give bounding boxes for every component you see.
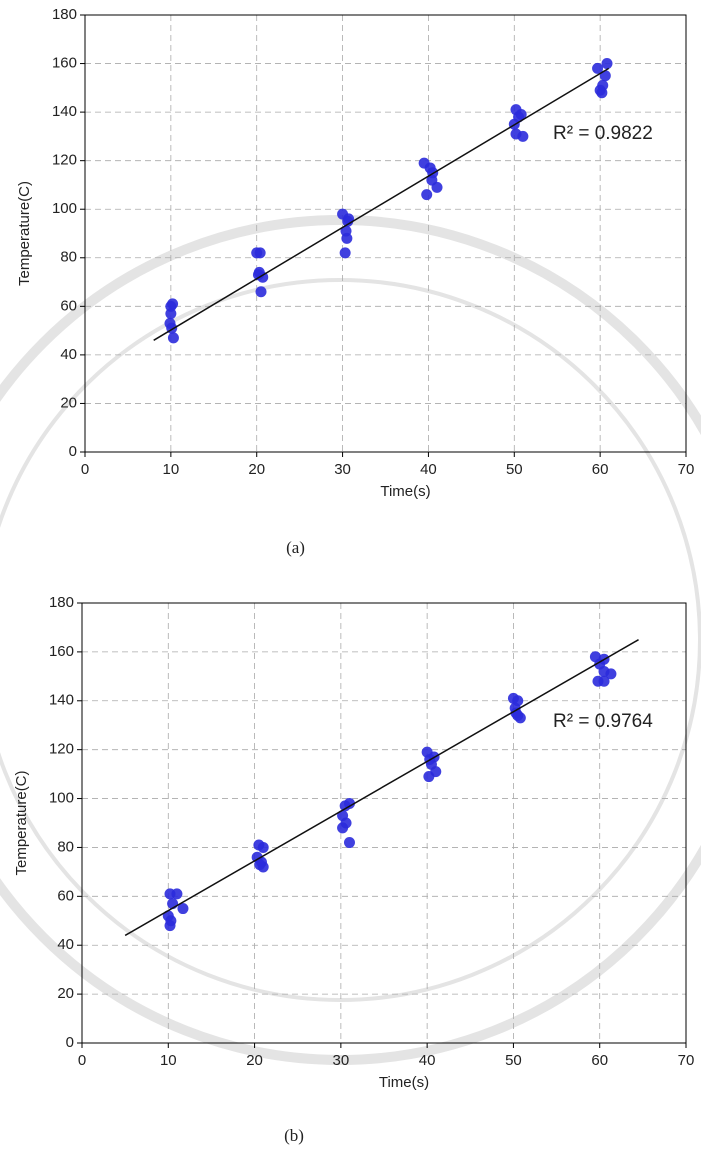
y-tick-label: 20 (60, 394, 77, 411)
y-axis-label: Temperature(C) (16, 181, 33, 286)
y-tick-label: 0 (66, 1034, 74, 1051)
data-point (337, 822, 348, 833)
x-tick-label: 20 (246, 1052, 263, 1069)
y-tick-label: 180 (52, 6, 77, 23)
x-tick-label: 20 (248, 461, 265, 478)
x-tick-label: 0 (81, 461, 89, 478)
figure: 020406080100120140160180010203040506070T… (0, 0, 701, 1158)
data-point (599, 676, 610, 687)
y-tick-label: 160 (52, 55, 77, 72)
data-point (165, 920, 176, 931)
x-axis-label: Time(s) (380, 483, 430, 500)
x-axis-label: Time(s) (379, 1074, 429, 1091)
x-tick-label: 50 (506, 461, 523, 478)
data-point (258, 842, 269, 853)
trendline (154, 68, 609, 340)
x-tick-label: 70 (678, 461, 695, 478)
y-tick-label: 160 (49, 643, 74, 660)
y-tick-label: 80 (57, 838, 74, 855)
data-point (432, 182, 443, 193)
annotation: R² = 0.9822 (553, 123, 653, 144)
y-tick-label: 100 (49, 790, 74, 807)
y-tick-label: 40 (60, 346, 77, 363)
y-tick-label: 60 (60, 297, 77, 314)
data-point (256, 286, 267, 297)
x-tick-label: 60 (592, 461, 609, 478)
y-tick-label: 100 (52, 200, 77, 217)
trendline (125, 640, 638, 936)
data-point (168, 332, 179, 343)
data-point (421, 189, 432, 200)
data-point (423, 771, 434, 782)
y-tick-label: 140 (49, 692, 74, 709)
y-tick-label: 140 (52, 103, 77, 120)
caption: (b) (284, 1126, 304, 1145)
x-tick-label: 40 (419, 1052, 436, 1069)
x-tick-label: 30 (334, 461, 351, 478)
watermark (0, 220, 701, 1060)
x-tick-label: 30 (333, 1052, 350, 1069)
x-tick-label: 60 (591, 1052, 608, 1069)
x-tick-label: 10 (163, 461, 180, 478)
data-point (341, 233, 352, 244)
data-point (340, 247, 351, 258)
data-point (602, 58, 613, 69)
x-tick-label: 70 (678, 1052, 695, 1069)
data-point (344, 837, 355, 848)
y-tick-label: 40 (57, 936, 74, 953)
data-point (596, 87, 607, 98)
y-tick-label: 120 (52, 152, 77, 169)
annotation: R² = 0.9764 (553, 711, 653, 732)
y-tick-label: 80 (60, 249, 77, 266)
data-point (165, 308, 176, 319)
x-tick-label: 40 (420, 461, 437, 478)
x-tick-label: 0 (78, 1052, 86, 1069)
y-tick-label: 20 (57, 985, 74, 1002)
x-tick-label: 50 (505, 1052, 522, 1069)
data-point (171, 888, 182, 899)
y-tick-label: 0 (69, 443, 77, 460)
data-point (517, 131, 528, 142)
y-tick-label: 120 (49, 741, 74, 758)
data-point (600, 70, 611, 81)
data-point (167, 298, 178, 309)
data-point (255, 247, 266, 258)
x-tick-label: 10 (160, 1052, 177, 1069)
caption: (a) (286, 538, 305, 557)
y-tick-label: 60 (57, 887, 74, 904)
y-axis-label: Temperature(C) (13, 770, 30, 875)
y-tick-label: 180 (49, 594, 74, 611)
